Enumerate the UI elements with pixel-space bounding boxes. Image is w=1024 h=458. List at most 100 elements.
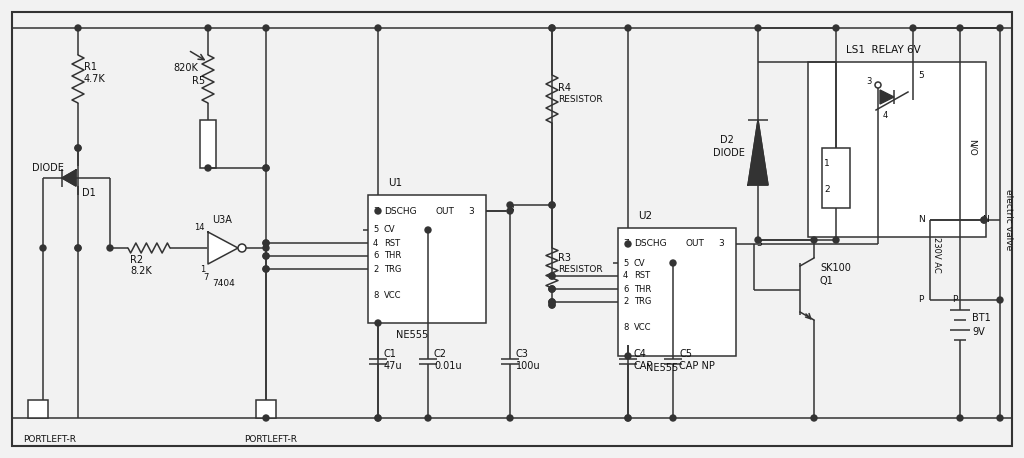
Text: THR: THR <box>384 251 401 261</box>
Circle shape <box>997 415 1002 421</box>
Circle shape <box>625 415 631 421</box>
Circle shape <box>75 245 81 251</box>
Circle shape <box>549 273 555 279</box>
Text: OUT: OUT <box>686 240 705 249</box>
Circle shape <box>549 286 555 292</box>
Text: 6: 6 <box>373 251 379 261</box>
Circle shape <box>997 25 1002 31</box>
Circle shape <box>375 208 381 214</box>
Polygon shape <box>256 418 276 430</box>
Circle shape <box>874 82 881 88</box>
Text: 5: 5 <box>373 225 378 234</box>
Circle shape <box>75 25 81 31</box>
Text: electric valve: electric valve <box>1004 189 1013 251</box>
Text: NE555: NE555 <box>646 363 678 373</box>
Text: 3: 3 <box>756 239 762 247</box>
Circle shape <box>811 415 817 421</box>
Circle shape <box>625 25 631 31</box>
Circle shape <box>75 145 81 151</box>
Circle shape <box>549 25 555 31</box>
Text: CAP: CAP <box>634 361 653 371</box>
Text: 6: 6 <box>623 284 629 294</box>
Text: 7: 7 <box>623 240 629 249</box>
Circle shape <box>957 25 963 31</box>
Circle shape <box>549 299 555 305</box>
Text: 2: 2 <box>623 298 629 306</box>
Circle shape <box>549 273 555 279</box>
Circle shape <box>549 286 555 292</box>
Text: CAP NP: CAP NP <box>679 361 715 371</box>
Text: DIODE: DIODE <box>32 163 63 173</box>
Circle shape <box>263 253 269 259</box>
Circle shape <box>263 253 269 259</box>
Text: 4: 4 <box>623 272 629 280</box>
Circle shape <box>263 245 269 251</box>
Text: R1: R1 <box>84 62 97 72</box>
Text: R4: R4 <box>558 83 571 93</box>
Text: N/O: N/O <box>968 139 977 155</box>
Circle shape <box>549 299 555 305</box>
Text: C3: C3 <box>516 349 528 359</box>
Text: 8: 8 <box>623 323 629 333</box>
Text: P: P <box>952 295 957 305</box>
Circle shape <box>425 415 431 421</box>
Text: U3A: U3A <box>212 215 231 225</box>
Circle shape <box>205 25 211 31</box>
Text: 1: 1 <box>200 265 205 273</box>
Circle shape <box>549 25 555 31</box>
Circle shape <box>263 240 269 246</box>
Circle shape <box>375 415 381 421</box>
Text: C5: C5 <box>679 349 692 359</box>
Text: OUT: OUT <box>436 207 455 216</box>
Text: D1: D1 <box>82 188 96 198</box>
Circle shape <box>910 25 916 31</box>
Bar <box>368 195 486 323</box>
Circle shape <box>425 227 431 233</box>
Circle shape <box>549 299 555 305</box>
Circle shape <box>263 25 269 31</box>
Text: 5: 5 <box>918 71 924 80</box>
Text: N: N <box>918 216 925 224</box>
Bar <box>808 62 986 237</box>
Text: D2: D2 <box>720 135 734 145</box>
Text: SK100: SK100 <box>820 263 851 273</box>
Circle shape <box>833 237 839 243</box>
Text: 4: 4 <box>883 111 888 120</box>
Text: 14: 14 <box>194 223 205 231</box>
Circle shape <box>549 302 555 308</box>
Circle shape <box>755 237 761 243</box>
Circle shape <box>549 286 555 292</box>
Text: 4: 4 <box>373 239 378 247</box>
Text: 2: 2 <box>824 185 829 195</box>
Text: TRG: TRG <box>384 265 401 273</box>
Circle shape <box>549 202 555 208</box>
Text: N: N <box>982 216 989 224</box>
Text: 3: 3 <box>508 206 514 214</box>
Text: 8: 8 <box>373 290 379 300</box>
Bar <box>28 400 48 418</box>
Circle shape <box>549 202 555 208</box>
Circle shape <box>507 415 513 421</box>
Text: 2: 2 <box>373 265 378 273</box>
Text: U1: U1 <box>388 178 402 188</box>
Text: C1: C1 <box>384 349 397 359</box>
Text: 1: 1 <box>824 158 829 168</box>
Text: TRG: TRG <box>634 298 651 306</box>
Circle shape <box>263 165 269 171</box>
Circle shape <box>981 217 987 223</box>
Circle shape <box>375 415 381 421</box>
Text: Q1: Q1 <box>820 276 834 286</box>
Text: LS1  RELAY 6V: LS1 RELAY 6V <box>846 45 921 55</box>
Text: RST: RST <box>634 272 650 280</box>
Bar <box>618 228 736 356</box>
Text: 820K: 820K <box>173 63 198 73</box>
Text: P: P <box>918 295 924 305</box>
Circle shape <box>40 245 46 251</box>
Text: DSCHG: DSCHG <box>634 240 667 249</box>
Text: RST: RST <box>384 239 400 247</box>
Text: 5: 5 <box>623 258 629 267</box>
Circle shape <box>507 202 513 208</box>
Text: PORTLEFT-R: PORTLEFT-R <box>23 436 76 445</box>
Text: BT1: BT1 <box>972 313 991 323</box>
Text: DIODE: DIODE <box>713 148 744 158</box>
